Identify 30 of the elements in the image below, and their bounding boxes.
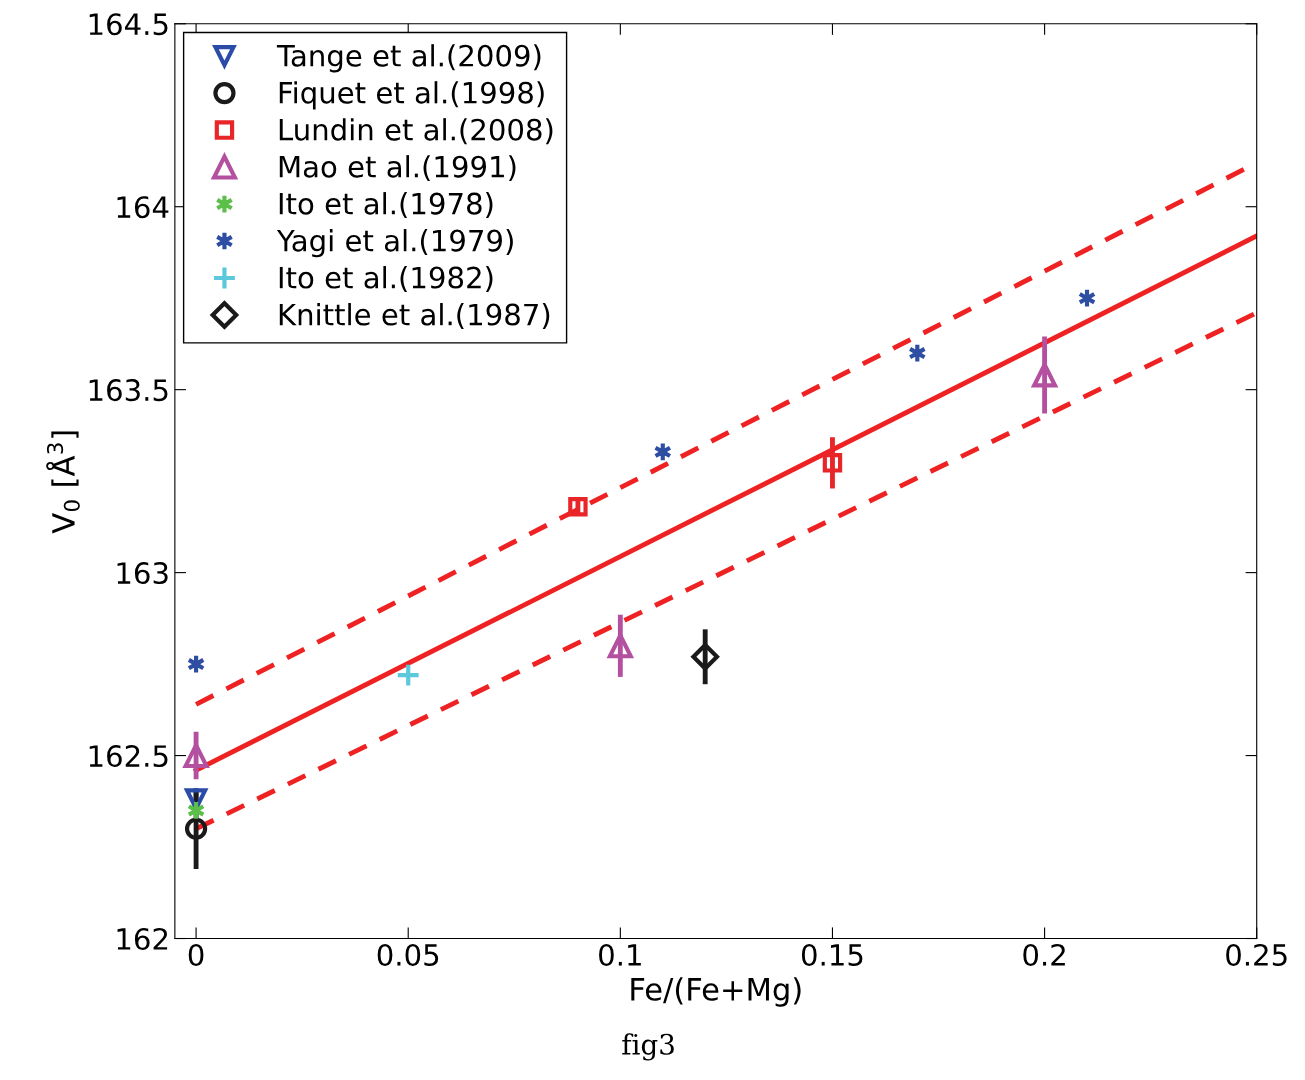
y-tick-label: 164.5 bbox=[89, 13, 168, 36]
legend-label: Fiquet et al.(1998) bbox=[279, 81, 544, 110]
x-tick-label: 0 bbox=[188, 943, 204, 966]
x-tick-label: 0.1 bbox=[599, 943, 641, 966]
legend-label: Lundin et al.(2008) bbox=[279, 118, 553, 145]
point bbox=[607, 633, 633, 659]
legend-label: Yagi et al.(1979) bbox=[276, 229, 513, 258]
point bbox=[822, 453, 843, 473]
x-tick-label: 0.15 bbox=[801, 943, 863, 966]
y-tick-label: 163 bbox=[117, 562, 168, 585]
legend-label: Ito et al.(1982) bbox=[279, 266, 493, 293]
legend-label: Knittle et al.(1987) bbox=[279, 303, 550, 330]
caption: fig3 bbox=[622, 1033, 674, 1061]
point bbox=[1032, 362, 1058, 388]
legend-label: Tange et al.(2009) bbox=[276, 44, 541, 73]
y-tick-label: 163.5 bbox=[89, 379, 168, 402]
point bbox=[691, 642, 720, 671]
point bbox=[568, 497, 588, 517]
x-tick-label: 0.2 bbox=[1023, 943, 1065, 966]
point bbox=[184, 817, 208, 840]
y-tick-label: 162.5 bbox=[89, 745, 168, 768]
x-axis-title: Fe/(Fe+Mg) bbox=[631, 977, 801, 1007]
y-tick-label: 162 bbox=[117, 927, 168, 951]
x-tick-label: 0.25 bbox=[1226, 943, 1287, 966]
legend-label: Ito et al.(1978) bbox=[279, 192, 493, 219]
legend-label: Mao et al.(1991) bbox=[279, 155, 516, 182]
y-tick-label: 164 bbox=[117, 196, 169, 219]
x-tick-label: 0.05 bbox=[377, 943, 439, 966]
point bbox=[183, 743, 209, 769]
y-axis-title: V$_{0}$ [Å$^{3}$] bbox=[46, 431, 80, 534]
